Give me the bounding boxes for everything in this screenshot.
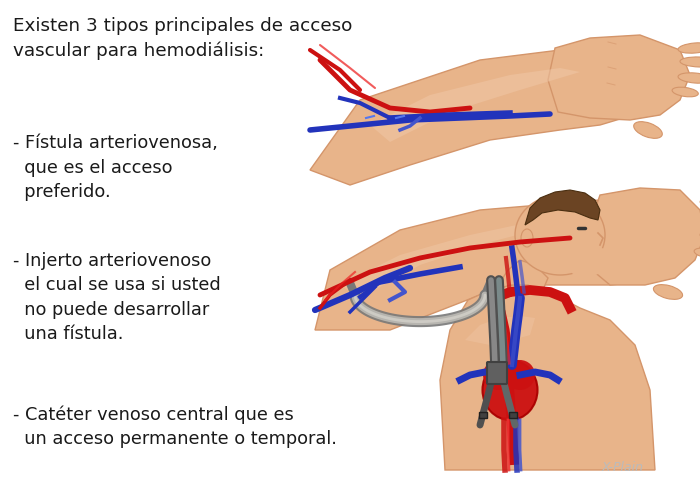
Ellipse shape [634, 121, 662, 138]
Ellipse shape [515, 195, 605, 275]
Ellipse shape [672, 87, 699, 97]
Polygon shape [465, 316, 535, 345]
Bar [509, 412, 517, 418]
Ellipse shape [678, 73, 700, 83]
Text: - Injerto arteriovenoso
  el cual se usa si usted
  no puede desarrollar
  una f: - Injerto arteriovenoso el cual se usa s… [13, 252, 220, 343]
Ellipse shape [521, 229, 533, 247]
Ellipse shape [678, 43, 700, 53]
Polygon shape [370, 68, 580, 142]
Ellipse shape [653, 285, 682, 300]
Polygon shape [548, 35, 690, 120]
Ellipse shape [505, 360, 535, 390]
FancyBboxPatch shape [487, 362, 507, 384]
Ellipse shape [568, 247, 612, 277]
Ellipse shape [680, 57, 700, 67]
Ellipse shape [482, 360, 538, 420]
Polygon shape [495, 260, 548, 292]
Text: Existen 3 tipos principales de acceso
vascular para hemodiálisis:: Existen 3 tipos principales de acceso va… [13, 17, 352, 60]
Polygon shape [588, 188, 700, 285]
Polygon shape [440, 285, 655, 470]
Polygon shape [310, 50, 670, 185]
Text: X-Plain: X-Plain [602, 461, 644, 474]
Polygon shape [525, 190, 600, 225]
Polygon shape [340, 220, 560, 298]
Bar [479, 412, 487, 418]
Text: - Catéter venoso central que es
  un acceso permanente o temporal.: - Catéter venoso central que es un acces… [13, 406, 337, 448]
Ellipse shape [694, 248, 700, 258]
Ellipse shape [483, 360, 513, 390]
Text: - Fístula arteriovenosa,
  que es el acceso
  preferido.: - Fístula arteriovenosa, que es el acces… [13, 134, 218, 201]
Polygon shape [315, 200, 695, 330]
